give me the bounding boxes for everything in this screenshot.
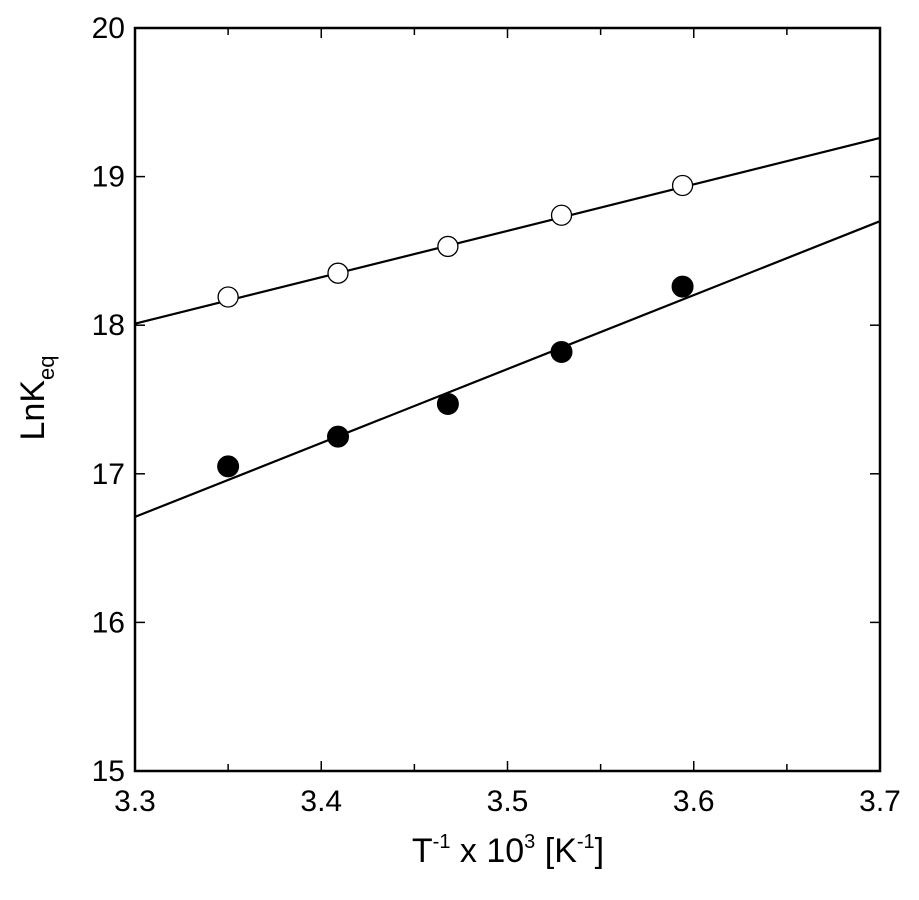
x-axis-label: T-1 x 103 [K-1] (412, 831, 604, 870)
x-tick-label: 3.4 (300, 785, 342, 818)
filled-circle-point (550, 340, 573, 363)
fit-line-series-1 (134, 136, 881, 325)
x-tick-label: 3.6 (673, 785, 715, 818)
fit-lines (134, 136, 881, 518)
x-tick-label: 3.7 (859, 785, 901, 818)
y-tick-label: 18 (92, 309, 125, 342)
y-tick-label: 17 (92, 458, 125, 491)
filled-circle-point (671, 275, 694, 298)
fit-line-series-2 (134, 220, 881, 518)
open-circle-point (327, 262, 349, 284)
x-tick-label: 3.3 (114, 785, 156, 818)
open-circle-point (217, 286, 239, 308)
y-tick-label: 16 (92, 606, 125, 639)
filled-circle-point (217, 455, 240, 478)
filled-circle-point (327, 425, 350, 448)
y-tick-label: 20 (92, 12, 125, 45)
open-circle-point (671, 174, 694, 197)
plot-frame (133, 26, 882, 773)
open-circle-point (550, 204, 573, 226)
x-tick-label: 3.5 (487, 785, 529, 818)
axis-ticks (134, 27, 881, 772)
y-tick-label: 19 (92, 161, 125, 194)
y-axis-label: LnKeq (14, 356, 59, 441)
data-points (217, 174, 694, 478)
open-circle-point (437, 235, 459, 258)
y-tick-label: 15 (92, 755, 125, 788)
x-tick-labels: 3.3 3.4 3.5 3.6 3.7 (114, 785, 901, 818)
y-tick-labels: 15 16 17 18 19 20 (92, 12, 125, 788)
filled-circle-point (436, 392, 459, 415)
